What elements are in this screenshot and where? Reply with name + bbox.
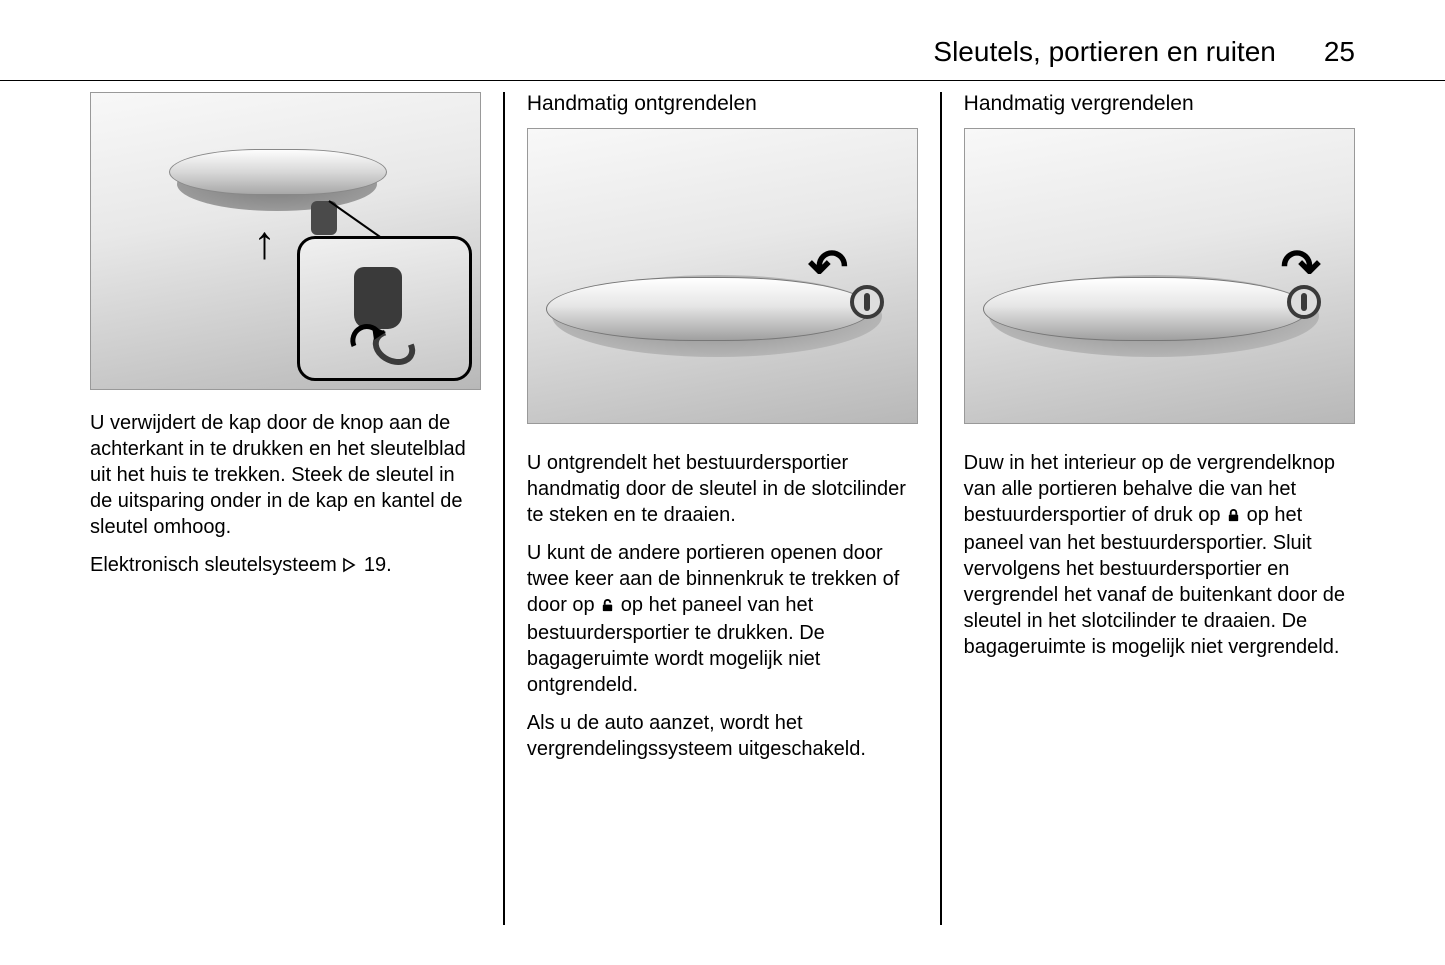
col2-heading: Handmatig ontgrendelen [527,92,918,116]
figure-inset [297,236,472,381]
page-number: 25 [1324,36,1355,68]
col1-para2-text: Elektronisch sleutelsysteem [90,554,342,576]
page-header: Sleutels, portieren en ruiten 25 [0,36,1445,81]
door-handle-shape [169,149,387,195]
lock-cylinder-shape [850,285,884,319]
col2-para2: U kunt de andere portieren openen door t… [527,540,918,698]
unlock-icon [600,594,615,620]
lock-icon [1226,504,1241,530]
column-2: Handmatig ontgrendelen ↷ U ontgrendelt h… [505,88,940,925]
rotate-right-arrow-icon: ↷ [1281,239,1321,295]
col3-para1: Duw in het interieur op de vergrendelkno… [964,450,1355,660]
content-area: ↑ U verwijdert de kap door de knop aan d… [90,88,1355,925]
col3-heading: Handmatig vergrendelen [964,92,1355,116]
cross-ref-icon [342,554,358,580]
col1-para1: U verwijdert de kap door de knop aan de … [90,410,481,540]
arrow-up-icon: ↑ [253,215,276,269]
col2-para3: Als u de auto aanzet, wordt het vergrend… [527,710,918,762]
col1-para2: Elektronisch sleutelsysteem 19. [90,552,481,580]
col1-para2-ref: 19. [364,554,392,576]
figure-unlock: ↷ [527,128,918,424]
rotate-arrow-icon [348,318,388,358]
figure-lock: ↷ [964,128,1355,424]
section-title: Sleutels, portieren en ruiten [933,36,1275,68]
col3-para1-post: op het paneel van het bestuurdersportier… [964,504,1345,658]
col2-para1: U ontgrendelt het bestuurdersportier han… [527,450,918,528]
door-handle-shape [983,277,1309,341]
figure-remove-cap: ↑ [90,92,481,390]
rotate-left-arrow-icon: ↷ [808,239,848,295]
column-3: Handmatig vergrendelen ↷ Duw in het inte… [942,88,1355,925]
column-1: ↑ U verwijdert de kap door de knop aan d… [90,88,503,925]
